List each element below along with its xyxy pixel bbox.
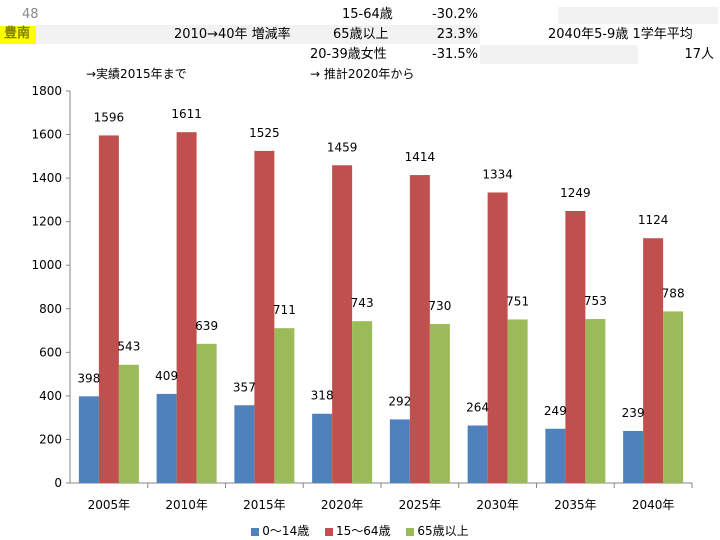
legend-item-0-14: 0～14歳 [251, 522, 309, 539]
bar [156, 393, 177, 483]
data-label: 409 [155, 369, 178, 383]
y-tick-label: 1200 [31, 215, 62, 229]
bar [507, 319, 528, 483]
rate-label: 2010→40年 増減率 [174, 27, 291, 42]
legend-swatch-65 [406, 527, 415, 536]
data-label: 1414 [405, 150, 436, 164]
data-label: 239 [622, 406, 645, 420]
bar [545, 428, 566, 483]
data-label: 1249 [560, 186, 591, 200]
legend-item-15-64: 15～64歳 [325, 522, 391, 539]
legend-label-65: 65歳以上 [417, 524, 469, 538]
y-tick-label: 1800 [31, 84, 62, 98]
chart-legend: 0～14歳 15～64歳 65歳以上 [0, 522, 720, 539]
data-label: 264 [466, 401, 489, 415]
data-label: 1459 [327, 140, 358, 154]
bar [196, 343, 217, 483]
data-label: 1596 [94, 110, 125, 124]
bar [78, 396, 99, 483]
data-label: 1611 [171, 107, 202, 121]
x-tick-label: 2010年 [165, 498, 208, 512]
data-label: 292 [388, 394, 411, 408]
bar [623, 430, 644, 483]
data-label: 249 [544, 404, 567, 418]
bar [352, 321, 373, 483]
bar [487, 192, 508, 484]
x-tick-label: 2020年 [321, 498, 364, 512]
x-tick-label: 2015年 [243, 498, 286, 512]
data-label: 318 [311, 389, 334, 403]
city-name: 豊南 [0, 26, 36, 44]
x-tick-label: 2005年 [88, 498, 131, 512]
x-tick-label: 2035年 [554, 498, 597, 512]
data-label: 1124 [638, 213, 669, 227]
bar [643, 238, 664, 483]
bar [118, 364, 139, 483]
bar [409, 175, 430, 483]
data-label: 398 [77, 371, 100, 385]
y-tick-label: 200 [39, 432, 62, 446]
bar [389, 419, 410, 483]
bar [429, 324, 450, 483]
legend-swatch-0-14 [251, 527, 260, 536]
data-label: 543 [117, 340, 140, 354]
bar [585, 319, 606, 483]
y-tick-label: 400 [39, 389, 62, 403]
header-cell-bg-a [558, 7, 638, 24]
data-label: 1525 [249, 126, 280, 140]
bar [332, 165, 353, 484]
avg-label: 2040年5-9歳 1学年平均 [548, 27, 693, 42]
bar [176, 132, 197, 483]
legend-label-0-14: 0～14歳 [262, 524, 310, 538]
header-row-bg-1 [0, 7, 480, 24]
data-label: 639 [195, 319, 218, 333]
x-tick-label: 2025年 [399, 498, 442, 512]
data-label: 357 [233, 380, 256, 394]
bar [565, 210, 586, 484]
bar [98, 135, 119, 483]
data-label: 730 [428, 299, 451, 313]
bar [234, 405, 255, 483]
y-tick-label: 1000 [31, 258, 62, 272]
row-label-women: 20-39歳女性 [310, 47, 387, 62]
x-tick-label: 2030年 [476, 498, 519, 512]
row-label-15-64: 15-64歳 [342, 7, 393, 22]
bar [274, 328, 295, 483]
avg-value: 17人 [684, 47, 714, 62]
row-value-women: -31.5% [432, 47, 478, 62]
legend-item-65: 65歳以上 [406, 522, 469, 539]
data-label: 711 [273, 303, 296, 317]
bar [467, 425, 488, 483]
y-tick-label: 600 [39, 345, 62, 359]
y-tick-label: 0 [54, 476, 62, 490]
y-tick-label: 800 [39, 302, 62, 316]
bar [312, 413, 333, 483]
legend-label-15-64: 15～64歳 [336, 524, 391, 538]
header-number: 48 [22, 7, 39, 22]
header-row-bg-2 [36, 25, 480, 44]
y-tick-label: 1600 [31, 128, 62, 142]
data-label: 753 [584, 294, 607, 308]
y-tick-label: 1400 [31, 171, 62, 185]
row-label-65: 65歳以上 [333, 27, 389, 42]
data-label: 788 [662, 286, 685, 300]
note-actual: →実績2015年まで [86, 67, 187, 81]
data-label: 743 [351, 296, 374, 310]
header-cell-bg-b [638, 7, 718, 24]
chart-data-labels: 398 1596 543 409 1611 639 357 1525 711 318 1459 743… [77, 107, 684, 420]
chart-bars [78, 132, 684, 484]
legend-swatch-15-64 [325, 527, 334, 536]
bar [254, 150, 275, 483]
x-tick-label: 2040年 [632, 498, 675, 512]
row-value-15-64: -30.2% [432, 7, 478, 22]
header-row-bg-3 [480, 45, 638, 64]
bar [663, 311, 684, 483]
data-label: 751 [506, 294, 529, 308]
data-label: 1334 [482, 167, 513, 181]
row-value-65: 23.3% [436, 27, 478, 42]
note-forecast: → 推計2020年から [310, 67, 415, 81]
